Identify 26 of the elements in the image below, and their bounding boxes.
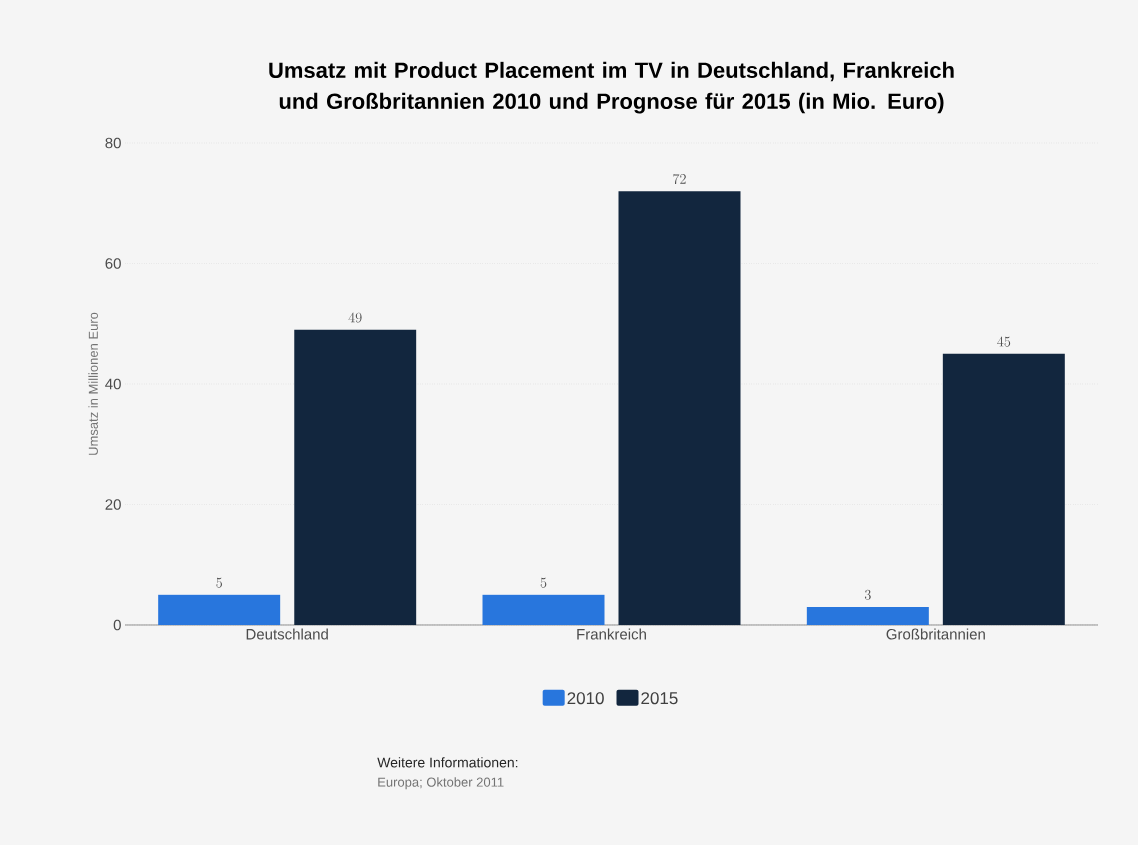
bar	[806, 606, 929, 625]
data-label: 5	[540, 577, 547, 588]
y-axis-title: Umsatz in Millionen Euro	[88, 312, 98, 455]
bar	[158, 594, 281, 625]
data-label: 3	[864, 589, 871, 600]
bar	[942, 353, 1065, 625]
data-label: 45	[997, 336, 1011, 347]
text: Weitere Informationen:	[377, 757, 518, 768]
x-tick-label: Großbritannien	[886, 628, 985, 640]
legend-label: 2015	[641, 692, 678, 705]
bar	[618, 191, 741, 625]
data-label: 5	[216, 577, 222, 588]
y-tick-label: 80	[105, 137, 121, 149]
data-label: 49	[348, 312, 362, 323]
bar	[482, 594, 605, 625]
bar	[294, 329, 417, 625]
chart-title: Umsatz mit Product Placement im TV in Deutschland, Frankreich und Großbritannien 2010 und Prognose für 2015 (in Mio. Euro)	[269, 61, 954, 114]
data-label: 72	[673, 173, 686, 184]
legend-label: 2010	[567, 692, 604, 705]
y-tick-label: 20	[105, 499, 121, 510]
y-tick-label: 40	[105, 378, 121, 390]
x-tick-label: Frankreich	[577, 628, 646, 640]
x-tick-label: Deutschland	[246, 628, 328, 640]
y-tick-label: 60	[105, 258, 121, 269]
text: Europa; Oktober 2011	[378, 777, 504, 790]
y-tick-label: 0	[113, 619, 121, 631]
